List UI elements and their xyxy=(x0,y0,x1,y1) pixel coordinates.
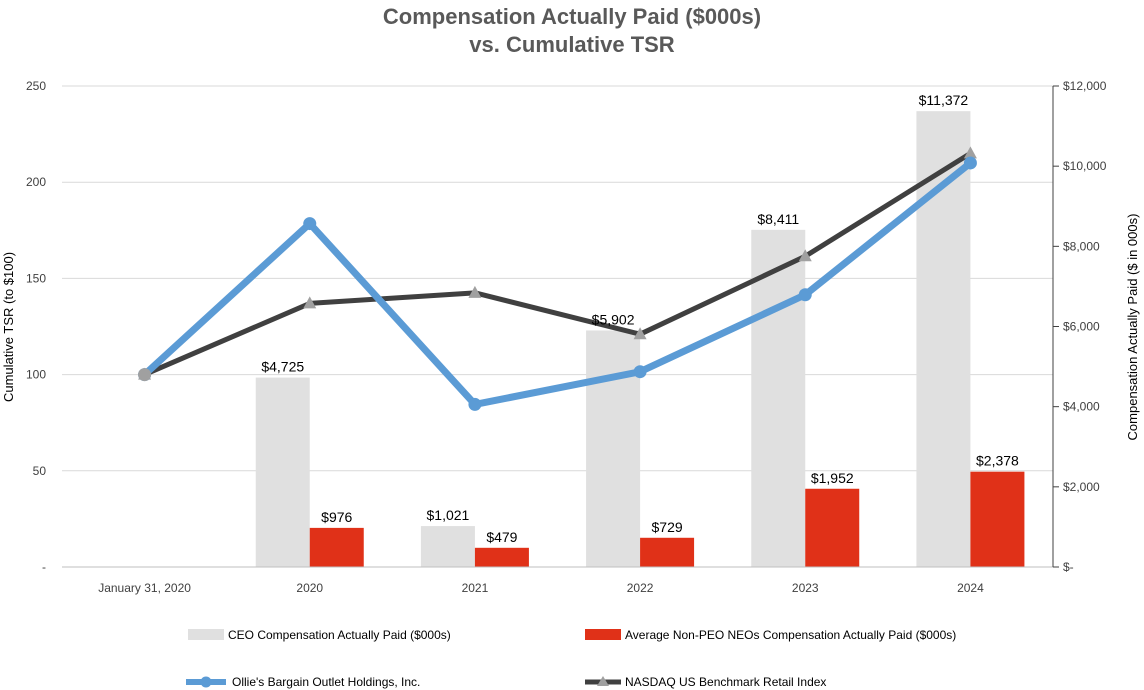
chart-title-line-1: Compensation Actually Paid ($000s) xyxy=(383,4,761,29)
legend-label-ollies: Ollie's Bargain Outlet Holdings, Inc. xyxy=(232,675,420,689)
axes: - 50 100 150 200 250 $- $2,000 $4,000 $6,000 $8,00… xyxy=(26,79,1107,595)
lines xyxy=(138,146,977,411)
bar-data-label: $8,411 xyxy=(757,211,799,227)
legend-label-nasdaq: NASDAQ US Benchmark Retail Index xyxy=(625,675,826,689)
left-tick-label: 200 xyxy=(26,175,46,189)
right-tick-label: $8,000 xyxy=(1063,239,1100,253)
x-tick-label: 2023 xyxy=(792,581,819,595)
nasdaq-index-line xyxy=(142,150,973,378)
bar-ceo xyxy=(751,229,806,568)
left-tick-label: - xyxy=(42,560,46,574)
nasdaq-index-point xyxy=(633,327,647,340)
bar-neo xyxy=(805,488,860,567)
right-tick-label: $- xyxy=(1063,560,1074,574)
left-axis-title: Cumulative TSR (to $100) xyxy=(1,252,16,402)
legend-label-ceo: CEO Compensation Actually Paid ($000s) xyxy=(228,628,451,642)
ollies-tsr-line xyxy=(141,159,974,408)
data-labels: $4,725 $1,021 $5,902 $8,411 $11,372 $976 $479 $… xyxy=(261,92,1019,545)
chart-title-line-2: vs. Cumulative TSR xyxy=(469,32,675,57)
nasdaq-index-point xyxy=(303,296,317,309)
legend-marker-nasdaq xyxy=(597,676,609,686)
legend-marker-ollies xyxy=(200,676,212,688)
right-tick-label: $6,000 xyxy=(1063,320,1100,334)
nasdaq-index-point xyxy=(468,285,482,298)
bar-data-label: $729 xyxy=(652,519,683,535)
ollies-tsr-point xyxy=(468,397,482,411)
bar-data-label: $5,902 xyxy=(592,311,635,327)
bar-ceo xyxy=(255,377,310,567)
bar-neo xyxy=(970,471,1025,567)
x-tick-label: 2022 xyxy=(627,581,654,595)
bar-ceo xyxy=(586,330,641,567)
left-tick-label: 100 xyxy=(26,368,46,382)
nasdaq-index-point xyxy=(798,249,812,262)
bar-neo xyxy=(309,527,364,567)
legend-label-neo: Average Non-PEO NEOs Compensation Actual… xyxy=(625,628,956,642)
x-tick-label: 2024 xyxy=(957,581,984,595)
right-tick-label: $12,000 xyxy=(1063,79,1107,93)
start-point xyxy=(138,368,152,382)
bar-neo xyxy=(640,537,695,567)
bar-data-label: $4,725 xyxy=(261,359,304,375)
bar-data-label: $11,372 xyxy=(919,92,969,108)
x-tick-label: 2021 xyxy=(462,581,489,595)
right-tick-label: $2,000 xyxy=(1063,480,1100,494)
bar-data-label: $2,378 xyxy=(976,453,1019,469)
ollies-tsr-point xyxy=(798,288,812,302)
bar-neo xyxy=(474,547,529,567)
gridlines xyxy=(62,85,1053,472)
ollies-tsr-point xyxy=(633,365,647,379)
right-axis-title: Compensation Actually Paid ($ in 000s) xyxy=(1125,214,1140,441)
bar-data-label: $976 xyxy=(321,509,352,525)
bar-ceo xyxy=(420,526,475,567)
legend: CEO Compensation Actually Paid ($000s) Av… xyxy=(186,628,956,689)
x-tick-label: January 31, 2020 xyxy=(98,581,191,595)
bar-data-label: $1,952 xyxy=(811,470,854,486)
bar-data-label: $1,021 xyxy=(427,507,470,523)
left-tick-label: 150 xyxy=(26,271,46,285)
legend-swatch-ceo xyxy=(188,629,224,640)
nasdaq-index-point xyxy=(963,146,977,159)
ollies-tsr-point xyxy=(303,217,317,231)
bar-data-label: $479 xyxy=(486,529,517,545)
right-tick-label: $10,000 xyxy=(1063,159,1107,173)
right-tick-label: $4,000 xyxy=(1063,400,1100,414)
left-tick-label: 250 xyxy=(26,79,46,93)
left-tick-label: 50 xyxy=(33,464,47,478)
ollies-tsr-point xyxy=(963,156,977,170)
x-tick-label: 2020 xyxy=(296,581,323,595)
legend-swatch-neo xyxy=(585,629,621,640)
